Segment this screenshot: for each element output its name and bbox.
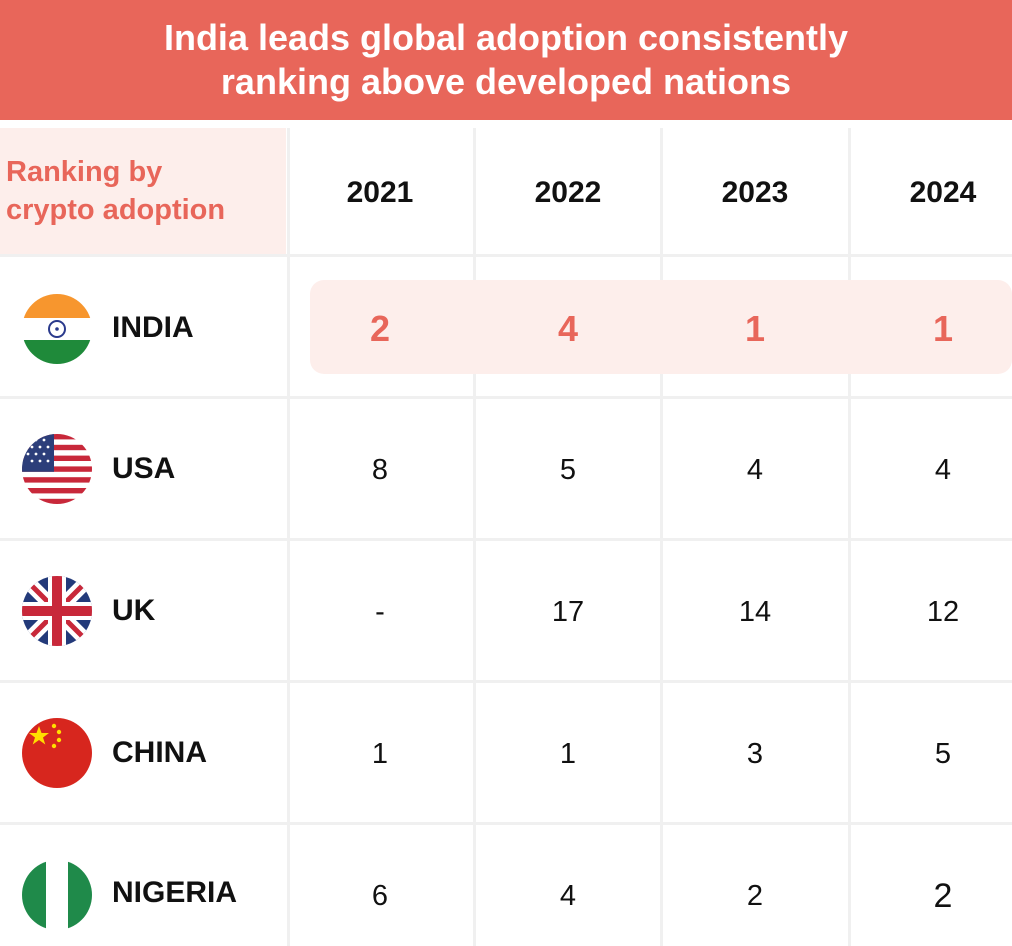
grid-divider xyxy=(0,680,1012,683)
table-cell: 8 xyxy=(371,453,389,486)
country-label: INDIA xyxy=(112,311,194,344)
usa-flag-icon xyxy=(22,434,92,504)
table-cell: 14 xyxy=(738,595,772,628)
table-cell: 2 xyxy=(369,308,391,349)
table-cell: 12 xyxy=(926,595,960,628)
table-cell: 1 xyxy=(744,308,766,349)
row-header: Ranking by crypto adoption xyxy=(0,128,286,254)
country-label: CHINA xyxy=(112,736,207,769)
uk-flag-icon xyxy=(22,576,92,646)
grid-divider xyxy=(660,128,663,946)
india-flag-icon xyxy=(22,294,92,364)
country-label: NIGERIA xyxy=(112,876,238,909)
ranking-table: Ranking by crypto adoption 2021 2022 202… xyxy=(0,128,1012,946)
table-cell: 1 xyxy=(371,737,389,770)
table-cell: 5 xyxy=(934,737,952,770)
table-cell: 4 xyxy=(557,308,579,349)
grid-divider xyxy=(287,128,290,946)
table-cell: 1 xyxy=(932,308,954,349)
year-header-2023: 2023 xyxy=(721,176,789,209)
grid-divider xyxy=(0,822,1012,825)
grid-divider xyxy=(0,396,1012,399)
table-cell: 2 xyxy=(746,879,764,912)
row-header-line-1: Ranking by xyxy=(6,156,163,188)
chart-title: India leads global adoption consistently… xyxy=(0,0,1012,120)
china-flag-icon xyxy=(22,718,92,788)
table-cell: 2 xyxy=(933,876,953,915)
table-cell: 6 xyxy=(371,879,389,912)
table-cell: 4 xyxy=(746,453,764,486)
title-line-2: ranking above developed nations xyxy=(220,61,792,102)
grid-divider xyxy=(848,128,851,946)
country-label: UK xyxy=(112,594,156,627)
row-header-line-2: crypto adoption xyxy=(6,194,226,226)
year-header-2021: 2021 xyxy=(346,176,414,209)
country-label: USA xyxy=(112,452,176,485)
table-cell: - xyxy=(375,595,385,628)
india-row-highlight xyxy=(310,280,1012,374)
table-cell: 17 xyxy=(551,595,585,628)
nigeria-flag-icon xyxy=(22,860,92,930)
year-header-2022: 2022 xyxy=(534,176,602,209)
grid-divider xyxy=(0,538,1012,541)
table-cell: 4 xyxy=(559,879,577,912)
table-cell: 4 xyxy=(934,453,952,486)
table-cell: 1 xyxy=(559,737,577,770)
year-header-2024: 2024 xyxy=(909,176,977,209)
grid-divider xyxy=(473,128,476,946)
grid-divider xyxy=(0,254,1012,257)
title-line-1: India leads global adoption consistently xyxy=(163,17,849,58)
table-cell: 3 xyxy=(746,737,764,770)
table-cell: 5 xyxy=(559,453,577,486)
